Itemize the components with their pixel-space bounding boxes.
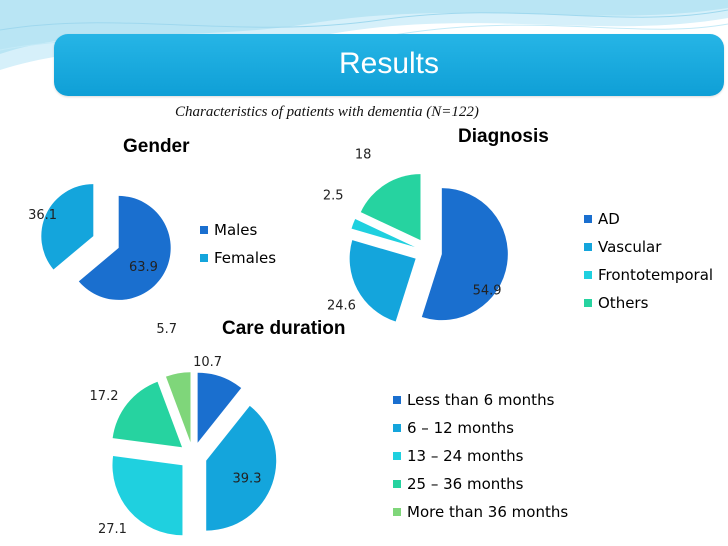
data-label-males: 63.9 — [129, 260, 158, 275]
legend-swatch — [393, 480, 401, 488]
data-label-ad: 54.9 — [473, 283, 502, 298]
data-label-more-than-36-months: 5.7 — [156, 322, 177, 337]
legend-item-less-than-6-months: Less than 6 months — [393, 386, 568, 414]
data-label-13-24-months: 27.1 — [98, 522, 127, 537]
legend-label: Less than 6 months — [407, 391, 555, 409]
legend-label: More than 36 months — [407, 503, 569, 521]
legend-swatch — [584, 299, 592, 307]
legend-label: 25 – 36 months — [407, 475, 524, 493]
pie-slice-more-than-36-months — [165, 372, 191, 443]
gender-legend: Males Females — [200, 216, 276, 272]
data-label-6-12-months: 39.3 — [233, 472, 262, 487]
pie-slice-females — [41, 184, 94, 270]
legend-label: Vascular — [598, 238, 662, 256]
legend-swatch — [393, 424, 401, 432]
data-label-vascular: 24.6 — [327, 299, 356, 314]
legend-swatch — [200, 226, 208, 234]
legend-label: 6 – 12 months — [407, 419, 514, 437]
legend-item-vascular: Vascular — [584, 233, 713, 261]
legend-label: Females — [214, 249, 277, 267]
legend-item-males: Males — [200, 216, 276, 244]
diagnosis-legend: AD Vascular Frontotemporal Others — [584, 205, 713, 317]
slide-subtitle: Characteristics of patients with dementi… — [175, 104, 479, 120]
legend-item-more-than-36-months: More than 36 months — [393, 498, 568, 526]
gender-chart-title: Gender — [123, 136, 190, 157]
data-label-others: 18 — [355, 147, 372, 162]
slide-title: Results — [338, 47, 440, 80]
legend-swatch — [584, 215, 592, 223]
legend-label: 13 – 24 months — [407, 447, 524, 465]
title-bar: Results — [54, 34, 724, 96]
legend-item-6-12-months: 6 – 12 months — [393, 414, 568, 442]
care-duration-legend: Less than 6 months 6 – 12 months 13 – 24 m… — [393, 386, 568, 526]
legend-item-25-36-months: 25 – 36 months — [393, 470, 568, 498]
pie-slice-males — [78, 195, 171, 300]
pie-slice-6-12-months — [206, 405, 277, 531]
data-label-25-36-months: 17.2 — [90, 389, 119, 404]
legend-item-others: Others — [584, 289, 713, 317]
data-label-less-than-6-months: 10.7 — [193, 355, 222, 370]
legend-swatch — [200, 254, 208, 262]
pie-slice-others — [360, 174, 421, 241]
pie-slice-less-than-6-months — [197, 372, 242, 443]
legend-swatch — [393, 396, 401, 404]
legend-swatch — [584, 243, 592, 251]
data-label-females: 36.1 — [28, 208, 57, 223]
legend-swatch — [393, 508, 401, 516]
legend-swatch — [393, 452, 401, 460]
diagnosis-chart-title: Diagnosis — [458, 126, 549, 147]
legend-label: Others — [598, 294, 649, 312]
legend-label: Frontotemporal — [598, 266, 714, 284]
pie-slice-frontotemporal — [351, 218, 415, 248]
legend-label: AD — [598, 210, 620, 228]
pie-slice-ad — [421, 188, 508, 321]
legend-item-13-24-months: 13 – 24 months — [393, 442, 568, 470]
data-label-frontotemporal: 2.5 — [323, 189, 344, 204]
legend-item-females: Females — [200, 244, 276, 272]
pie-slice-vascular — [349, 240, 416, 322]
pie-slice-13-24-months — [112, 456, 183, 536]
legend-item-ad: AD — [584, 205, 713, 233]
legend-swatch — [584, 271, 592, 279]
care-duration-chart-title: Care duration — [222, 318, 346, 339]
legend-label: Males — [214, 221, 258, 239]
legend-item-frontotemporal: Frontotemporal — [584, 261, 713, 289]
pie-slice-25-36-months — [112, 381, 183, 448]
